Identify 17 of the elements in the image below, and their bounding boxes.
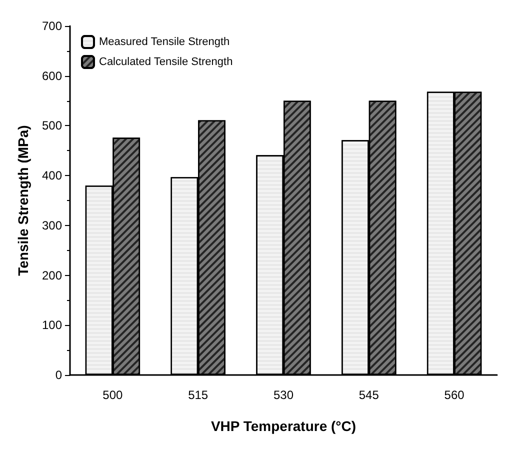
y-tick-label: 0 <box>55 368 62 382</box>
x-tick-label: 560 <box>444 388 465 402</box>
y-tick-label: 300 <box>42 218 62 232</box>
y-tick-label: 700 <box>42 19 62 33</box>
y-tick-label: 400 <box>42 168 62 183</box>
legend-label: Measured Tensile Strength <box>99 36 230 48</box>
y-tick-label: 100 <box>42 318 62 332</box>
y-tick-label: 500 <box>42 118 62 133</box>
y-axis-title: Tensile Strength (MPa) <box>15 125 31 276</box>
x-tick-label: 515 <box>188 388 208 402</box>
y-tick-label: 600 <box>42 68 62 83</box>
y-tick-label: 200 <box>42 268 62 282</box>
x-tick-label: 530 <box>273 388 294 402</box>
legend-label: Calculated Tensile Strength <box>99 56 233 68</box>
x-tick-label: 500 <box>102 388 124 402</box>
x-axis-title: VHP Temperature (°C) <box>210 418 356 434</box>
x-tick-label: 545 <box>358 388 380 402</box>
